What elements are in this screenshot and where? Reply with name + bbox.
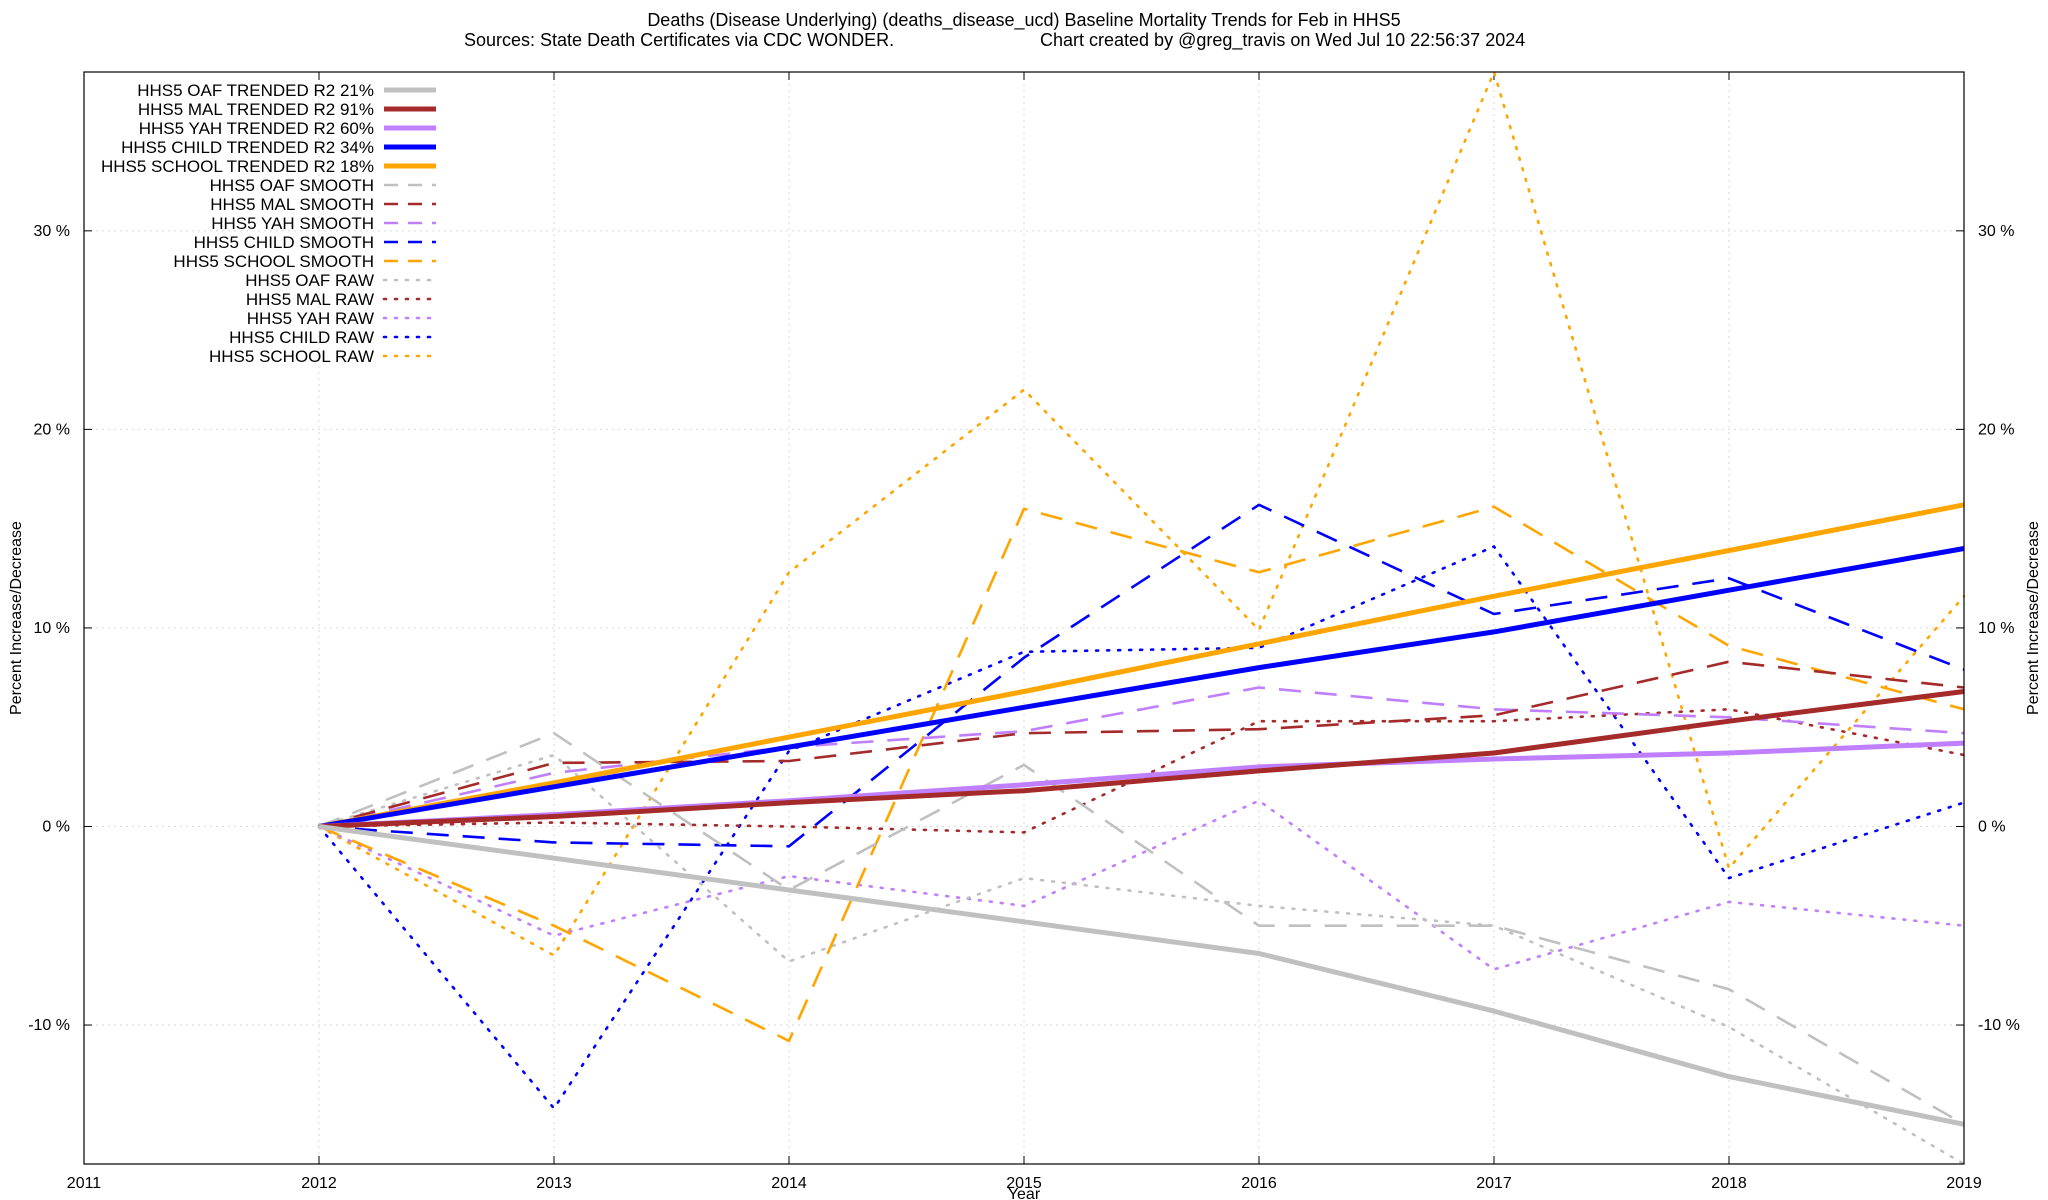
y-tick-label-left: 0 %	[42, 818, 70, 835]
series-line-7	[318, 686, 1965, 828]
legend-label: HHS5 YAH SMOOTH	[211, 214, 374, 233]
legend: HHS5 OAF TRENDED R2 21%HHS5 MAL TRENDED …	[101, 81, 438, 366]
legend-label: HHS5 OAF RAW	[245, 271, 374, 290]
x-tick-label: 2016	[1241, 1175, 1277, 1192]
x-tick-label: 2012	[301, 1175, 337, 1192]
legend-label: HHS5 CHILD TRENDED R2 34%	[121, 138, 374, 157]
series-layer	[317, 70, 1966, 1166]
y-tick-label-right: 0 %	[1978, 818, 2006, 835]
y-axis-title-left: Percent Increase/Decrease	[8, 521, 25, 715]
y-tick-label-right: 10 %	[1978, 620, 2014, 637]
series-line-14	[317, 70, 1966, 957]
y-tick-label-left: 10 %	[34, 620, 70, 637]
legend-label: HHS5 YAH TRENDED R2 60%	[139, 119, 374, 138]
series-line-13	[317, 545, 1966, 1110]
series-line-8	[318, 503, 1965, 848]
series-line-12	[317, 799, 1966, 971]
grid-layer	[84, 72, 1964, 1164]
x-tick-label: 2019	[1946, 1175, 1982, 1192]
series-line-6	[318, 660, 1965, 828]
legend-label: HHS5 SCHOOL SMOOTH	[173, 252, 374, 271]
plot-frame	[83, 71, 1965, 1165]
x-tick-label: 2013	[536, 1175, 572, 1192]
y-tick-label-right: 20 %	[1978, 421, 2014, 438]
legend-label: HHS5 MAL TRENDED R2 91%	[138, 100, 374, 119]
x-axis-title: Year	[1008, 1186, 1041, 1200]
legend-label: HHS5 CHILD SMOOTH	[194, 233, 374, 252]
series-line-1	[318, 689, 1965, 829]
series-line-4	[318, 502, 1965, 829]
legend-label: HHS5 OAF SMOOTH	[210, 176, 374, 195]
x-tick-label: 2017	[1476, 1175, 1512, 1192]
chart-credit-text: Chart created by @greg_travis on Wed Jul…	[1040, 30, 1525, 51]
legend-label: HHS5 MAL SMOOTH	[210, 195, 374, 214]
legend-label: HHS5 MAL RAW	[246, 290, 374, 309]
series-line-10	[317, 753, 1966, 1166]
x-tick-label: 2014	[771, 1175, 807, 1192]
y-axis-title-right: Percent Increase/Decrease	[2025, 521, 2042, 715]
chart-source-text: Sources: State Death Certificates via CD…	[464, 30, 894, 50]
legend-label: HHS5 CHILD RAW	[229, 328, 374, 347]
series-line-3	[318, 546, 1965, 829]
x-tick-label: 2011	[67, 1175, 102, 1192]
legend-label: HHS5 SCHOOL TRENDED R2 18%	[101, 157, 374, 176]
y-tick-label-right: -10 %	[1978, 1017, 2020, 1034]
axis-layer: -10 % -10 % 0 % 0 % 10 % 10 % 20 % 20 % 30 % 30 %…	[28, 72, 2020, 1192]
y-tick-label-right: 30 %	[1978, 223, 2014, 240]
y-tick-label-left: 30 %	[34, 223, 70, 240]
legend-label: HHS5 YAH RAW	[247, 309, 374, 328]
series-line-9	[318, 505, 1965, 1043]
series-line-0	[318, 824, 1965, 1127]
y-tick-label-left: -10 %	[28, 1017, 70, 1034]
y-tick-label-left: 20 %	[34, 421, 70, 438]
legend-label: HHS5 OAF TRENDED R2 21%	[137, 81, 374, 100]
chart-title-line1: Deaths (Disease Underlying) (deaths_dise…	[647, 10, 1400, 31]
x-tick-label: 2015	[1006, 1175, 1042, 1192]
series-line-5	[318, 731, 1965, 1126]
x-tick-label: 2018	[1711, 1175, 1747, 1192]
legend-label: HHS5 SCHOOL RAW	[209, 347, 374, 366]
